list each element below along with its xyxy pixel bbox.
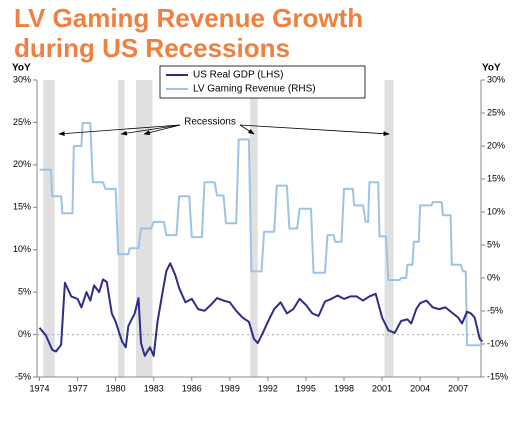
annotation: Recessions xyxy=(184,117,236,128)
legend-box xyxy=(159,65,366,99)
y-tick-label: 5% xyxy=(18,287,31,297)
y-tick-label: 30% xyxy=(13,74,31,84)
y2-axis-label: YoY xyxy=(482,63,501,74)
chart-title: LV Gaming Revenue Growth xyxy=(14,3,363,33)
y2-tick-label: -15% xyxy=(487,371,508,381)
annotation-arrow xyxy=(143,124,181,135)
x-tick-label: 1983 xyxy=(144,383,164,393)
x-tick-label: 1989 xyxy=(220,383,240,393)
x-tick-label: 2007 xyxy=(448,383,468,393)
recession-band xyxy=(250,80,258,377)
chart-title: during US Recessions xyxy=(14,33,290,63)
y-tick-label: -5% xyxy=(15,371,31,381)
legend-label: US Real GDP (LHS) xyxy=(193,70,283,81)
y2-tick-label: -10% xyxy=(487,338,508,348)
recession-band xyxy=(43,80,55,377)
x-tick-label: 1980 xyxy=(106,383,126,393)
x-tick-label: 1977 xyxy=(68,383,88,393)
x-tick-label: 1974 xyxy=(30,383,50,393)
y2-tick-label: 0% xyxy=(487,272,500,282)
x-tick-label: 2004 xyxy=(410,383,430,393)
x-tick-label: 1986 xyxy=(182,383,202,393)
legend-label: LV Gaming Revenue (RHS) xyxy=(193,84,316,95)
series-line xyxy=(39,121,483,347)
series-line xyxy=(38,262,484,357)
y-tick-label: 15% xyxy=(13,202,31,212)
y-tick-label: 10% xyxy=(13,244,31,254)
y2-tick-label: 15% xyxy=(487,173,505,183)
y2-tick-label: 10% xyxy=(487,206,505,216)
y2-tick-label: -5% xyxy=(487,305,503,315)
x-tick-label: 1998 xyxy=(334,383,354,393)
annotation-arrow xyxy=(239,124,390,137)
y2-tick-label: 25% xyxy=(487,107,505,117)
x-tick-label: 1995 xyxy=(296,383,316,393)
y2-tick-label: 30% xyxy=(487,74,505,84)
x-tick-label: 2001 xyxy=(372,383,392,393)
y2-tick-label: 5% xyxy=(487,239,500,249)
y-tick-label: 20% xyxy=(13,159,31,169)
y-tick-label: 0% xyxy=(18,329,31,339)
annotation-arrow xyxy=(239,124,255,135)
y2-tick-label: 20% xyxy=(487,140,505,150)
annotation-arrow xyxy=(120,124,181,136)
recession-band xyxy=(384,80,394,377)
x-tick-label: 1992 xyxy=(258,383,278,393)
annotation-arrow xyxy=(58,124,181,136)
y-tick-label: 25% xyxy=(13,117,31,127)
y-axis-label: YoY xyxy=(12,63,31,74)
recession-band xyxy=(118,80,125,377)
